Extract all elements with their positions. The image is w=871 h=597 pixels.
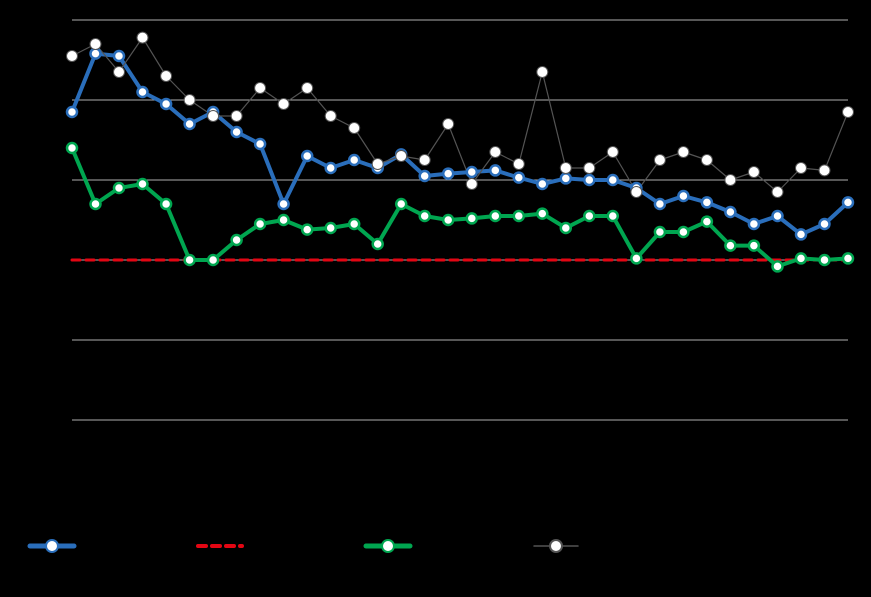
- line-chart: [0, 0, 871, 597]
- chart-svg: [0, 0, 871, 597]
